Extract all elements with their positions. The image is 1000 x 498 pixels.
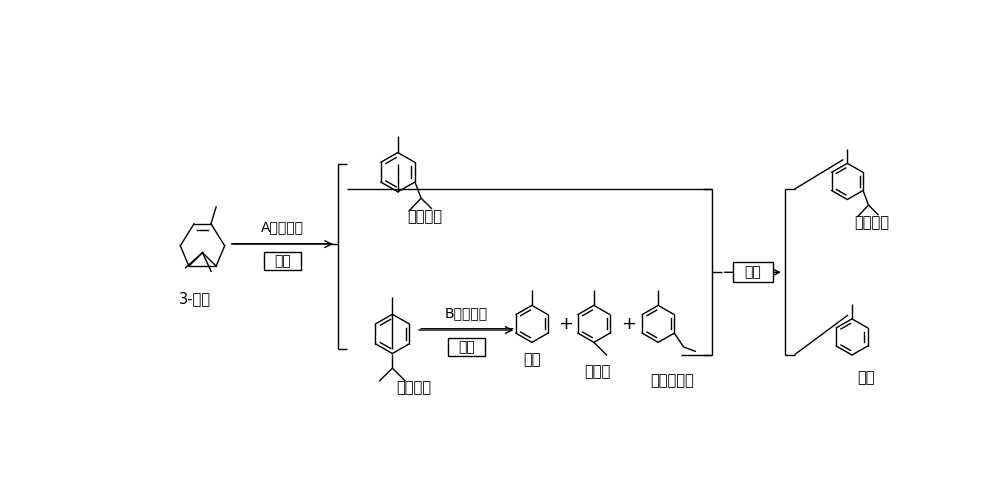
Text: +: + (621, 315, 636, 333)
Text: 3-蒈烯: 3-蒈烯 (179, 291, 211, 306)
Text: 甲苯: 甲苯 (523, 352, 541, 367)
Text: 甲基乙基苯: 甲基乙基苯 (650, 374, 694, 388)
Text: 间伞花烃: 间伞花烃 (407, 209, 442, 224)
Text: B型催化剂: B型催化剂 (445, 306, 488, 320)
Text: +: + (558, 315, 573, 333)
Bar (733, 262, 773, 282)
Text: 脱氢: 脱氢 (274, 254, 291, 268)
Text: 间伞花烃: 间伞花烃 (855, 215, 890, 230)
Text: 对伞花烃: 对伞花烃 (397, 380, 432, 395)
Bar (264, 252, 301, 270)
Text: 甲苯: 甲苯 (857, 371, 875, 385)
Text: 二甲苯: 二甲苯 (585, 364, 611, 379)
Bar (448, 338, 485, 356)
Text: 裂解: 裂解 (458, 340, 475, 354)
Text: A型催化剂: A型催化剂 (261, 220, 304, 234)
Text: 精馏: 精馏 (744, 265, 761, 279)
